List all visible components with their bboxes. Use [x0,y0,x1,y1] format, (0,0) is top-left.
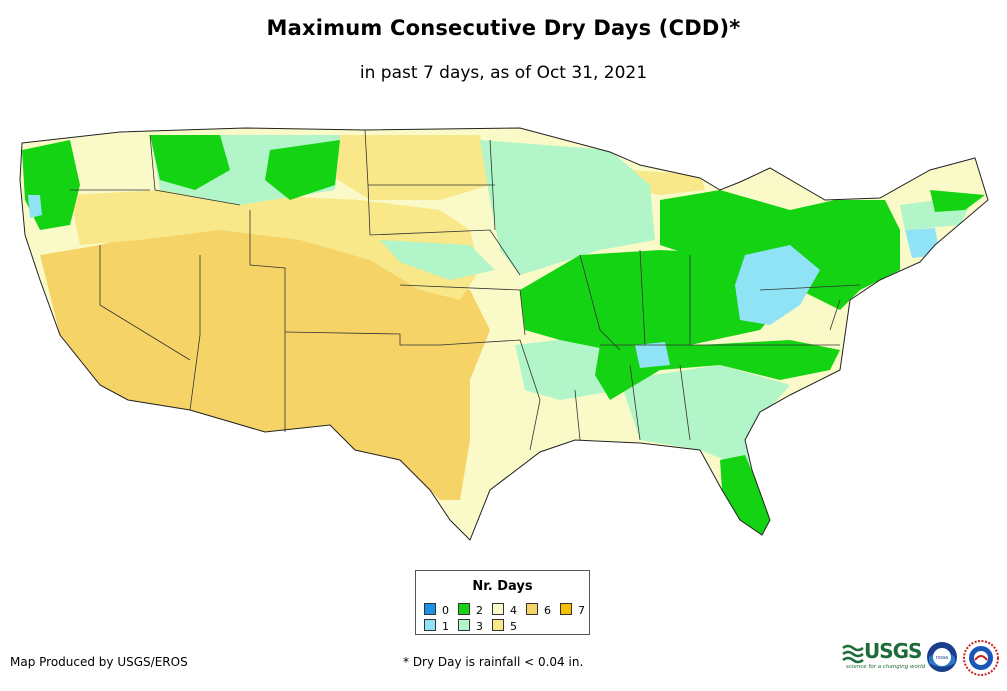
dry-days-2-florida [720,455,770,535]
dry-days-2-idaho [150,135,230,190]
legend-swatch-1 [424,619,436,631]
dry-days-3-midwest [480,140,655,275]
usgs-wordmark: USGS [864,639,922,663]
legend-item-4: 4 [492,603,517,617]
dry-days-2-maine [930,190,985,212]
us-outline [19,127,989,541]
nws-logo-icon [963,640,999,676]
dry-days-2-montana [265,140,340,200]
state-boundaries [70,129,861,451]
map-title: Maximum Consecutive Dry Days (CDD)* [266,16,741,40]
legend-item-7: 7 [560,603,585,617]
dry-days-5-plains [70,190,480,300]
dry-days-3-nebraska [380,240,495,280]
legend-label-6: 6 [544,604,551,617]
legend-item-0: 0 [424,603,449,617]
legend-label-0: 0 [442,604,449,617]
legend-label-3: 3 [476,620,483,633]
dry-days-1-oregon-coast [28,195,42,218]
legend-swatch-5 [492,619,504,631]
dry-days-3-arkansas [515,335,620,400]
legend-label-1: 1 [442,620,449,633]
dry-days-1-pennsylvania [735,245,820,325]
legend-swatch-2 [458,603,470,615]
legend: Nr. Days 0 1 2 3 4 5 6 7 [415,570,590,635]
legend-label-7: 7 [578,604,585,617]
legend-item-6: 6 [526,603,551,617]
legend-swatch-7 [560,603,572,615]
dry-days-5-montana [330,135,490,200]
usgs-logo: USGS science for a changing world [842,639,925,674]
credit-text: Map Produced by USGS/EROS [10,655,188,669]
legend-swatch-0 [424,603,436,615]
footnote-text: * Dry Day is rainfall < 0.04 in. [403,655,584,669]
usgs-tagline: science for a changing world [846,664,926,670]
dry-days-1-kentucky [635,342,670,368]
legend-title: Nr. Days [472,579,533,594]
legend-label-5: 5 [510,620,517,633]
noaa-logo-icon: noaa [927,642,957,672]
legend-swatch-6 [526,603,538,615]
dry-days-2-midwest [520,250,790,350]
legend-label-2: 2 [476,604,483,617]
legend-swatch-4 [492,603,504,615]
dry-days-6-west [40,210,490,500]
legend-item-3: 3 [458,619,483,633]
legend-swatch-3 [458,619,470,631]
legend-item-1: 1 [424,619,449,633]
noaa-logo-text: noaa [936,655,948,661]
legend-item-2: 2 [458,603,483,617]
map-subtitle: in past 7 days, as of Oct 31, 2021 [359,63,648,83]
legend-item-5: 5 [492,619,517,633]
usgs-wave-icon [842,644,864,664]
legend-label-4: 4 [510,604,517,617]
